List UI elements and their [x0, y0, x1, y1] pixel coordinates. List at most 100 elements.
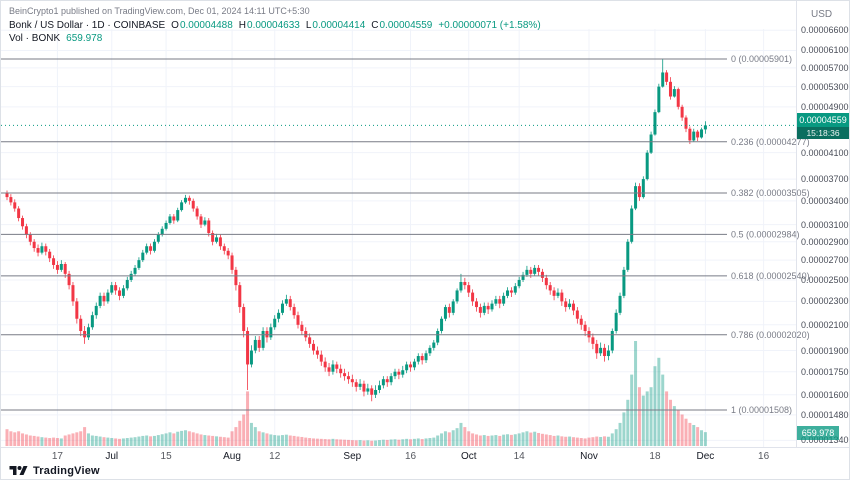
- candle-body: [661, 72, 665, 87]
- price-scale-label[interactable]: 0.00002300: [801, 296, 849, 307]
- time-scale-label[interactable]: 18: [649, 451, 661, 462]
- volume-bar: [467, 431, 471, 446]
- time-scale-label[interactable]: 16: [404, 451, 417, 462]
- price-scale-label[interactable]: 0.00001750: [801, 366, 849, 377]
- volume-bar: [94, 435, 98, 446]
- volume-bar: [645, 391, 649, 446]
- candle-body: [343, 373, 347, 377]
- price-scale-label[interactable]: 0.00005700: [801, 62, 849, 73]
- candle-body: [568, 303, 572, 308]
- candle-body: [614, 312, 618, 332]
- time-scale-label[interactable]: 12: [269, 451, 281, 462]
- candle-body: [323, 361, 327, 368]
- volume-bar: [529, 432, 533, 446]
- candle-body: [315, 350, 319, 355]
- price-scale-label[interactable]: 0.00006600: [801, 25, 849, 36]
- price-scale-label[interactable]: 0.00003700: [801, 174, 849, 185]
- candle-body: [218, 237, 222, 247]
- time-scale-label[interactable]: Sep: [343, 451, 362, 462]
- time-scale-label[interactable]: 14: [513, 451, 525, 462]
- ohlc-open: O 0.00004488: [171, 20, 233, 31]
- volume-bar: [544, 434, 548, 446]
- candle-body: [249, 350, 253, 365]
- candle-body: [55, 264, 59, 270]
- price-scale-currency: USD: [811, 9, 833, 20]
- price-scale-label[interactable]: 0.00001900: [801, 345, 849, 356]
- candle-body: [215, 237, 219, 242]
- price-scale-label[interactable]: 0.00004100: [801, 147, 849, 158]
- candle-body: [374, 389, 378, 395]
- candle-body: [156, 234, 160, 242]
- candle-body: [490, 303, 494, 310]
- time-scale-label[interactable]: 15: [160, 451, 172, 462]
- volume-bar: [502, 434, 506, 446]
- volume-bar: [75, 432, 79, 446]
- candle-body: [513, 286, 517, 293]
- volume-bar: [595, 436, 599, 446]
- price-scale-label[interactable]: 0.00002500: [801, 274, 849, 285]
- candle-body: [649, 134, 653, 153]
- change-value: +0.00000071 (+1.58%): [438, 20, 541, 31]
- candle-body: [626, 241, 630, 270]
- time-scale-label[interactable]: 17: [51, 451, 63, 462]
- price-scale-label[interactable]: 0.00001340: [801, 435, 849, 446]
- volume-bar: [622, 412, 626, 446]
- candle-body: [583, 324, 587, 332]
- time-scale-label[interactable]: Jul: [105, 451, 119, 462]
- candle-body: [230, 255, 234, 270]
- time-scale-label[interactable]: Oct: [460, 451, 477, 462]
- price-scale-label[interactable]: 0.00002900: [801, 236, 849, 247]
- price-scale-label[interactable]: 0.00001480: [801, 409, 849, 420]
- time-scale-label[interactable]: Dec: [696, 451, 715, 462]
- price-scale-label[interactable]: 0.00001600: [801, 389, 849, 400]
- time-scale-label[interactable]: Aug: [223, 451, 241, 462]
- ohlc-close: C 0.00004559: [371, 20, 433, 31]
- fib-label: 0.236 (0.00004277): [731, 137, 810, 147]
- candle-body: [308, 337, 312, 344]
- tradingview-logo[interactable]: TradingView: [9, 464, 100, 478]
- time-scale-label[interactable]: Nov: [580, 451, 598, 462]
- price-scale-label[interactable]: 0.00006100: [801, 45, 849, 56]
- price-scale-label[interactable]: 0.00003400: [801, 195, 849, 206]
- volume-bar: [533, 431, 537, 446]
- volume-bar: [440, 433, 444, 446]
- candle-body: [164, 222, 168, 229]
- symbol-title: Bonk / US Dollar · 1D · COINBASE: [9, 20, 166, 31]
- candle-body: [525, 269, 529, 275]
- candle-body: [688, 128, 692, 141]
- volume-bar: [327, 439, 331, 446]
- price-scale-label[interactable]: 0.00003100: [801, 219, 849, 230]
- candle-body: [498, 299, 502, 304]
- candle-body: [622, 269, 626, 296]
- candle-body: [692, 131, 696, 141]
- volume-bar: [672, 406, 676, 446]
- volume-bar: [292, 435, 296, 446]
- candle-body: [560, 292, 564, 302]
- volume-bar: [59, 438, 63, 446]
- candle-body: [610, 331, 614, 351]
- volume-bar: [242, 414, 246, 446]
- volume-bar: [506, 434, 510, 446]
- candle-body: [40, 246, 44, 253]
- price-scale-label[interactable]: 0.00002100: [801, 319, 849, 330]
- candle-body: [684, 117, 688, 129]
- time-scale-label[interactable]: 16: [758, 451, 770, 462]
- volume-bar: [684, 418, 688, 446]
- price-scale-label[interactable]: 0.00004900: [801, 101, 849, 112]
- price-scale-label[interactable]: 0.00005300: [801, 81, 849, 92]
- volume-bar: [525, 431, 529, 446]
- candle-body: [548, 285, 552, 291]
- volume-bar: [9, 431, 13, 446]
- candle-body: [176, 210, 180, 221]
- volume-bar: [385, 439, 389, 446]
- candle-body: [145, 246, 149, 253]
- candle-body: [540, 271, 544, 278]
- volume-bar: [315, 438, 319, 446]
- candle-body: [86, 327, 90, 338]
- time-scale-separator: [1, 447, 849, 448]
- volume-bar: [5, 429, 9, 446]
- candle-body: [195, 208, 199, 217]
- ohlc-high: H 0.00004633: [238, 20, 300, 31]
- price-scale-label[interactable]: 0.00002700: [801, 255, 849, 266]
